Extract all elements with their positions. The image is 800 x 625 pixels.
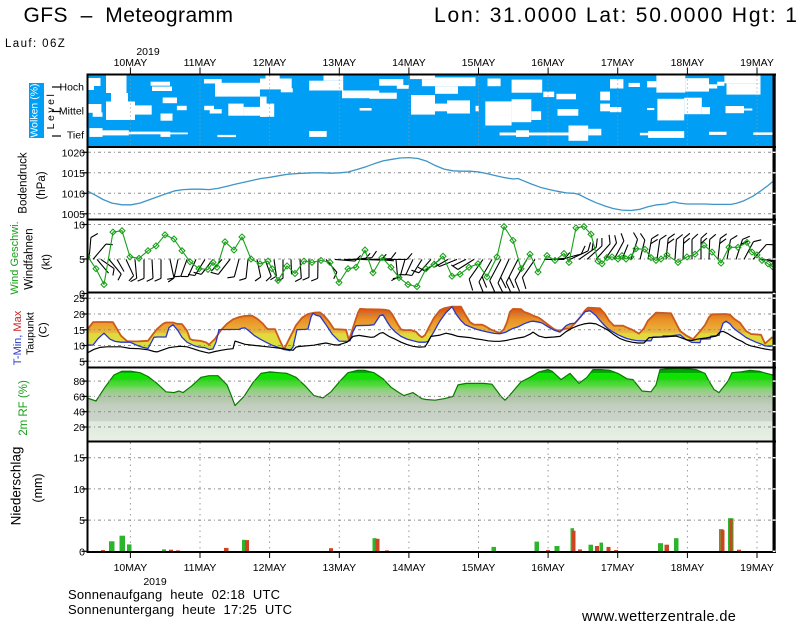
svg-text:80: 80 <box>73 376 85 388</box>
svg-text:Sonnenaufgang heute 02:18 UTC: Sonnenaufgang heute 02:18 UTC <box>68 587 280 602</box>
svg-text:(C): (C) <box>38 322 50 337</box>
svg-text:15MAY: 15MAY <box>462 562 496 574</box>
svg-text:0: 0 <box>79 546 85 558</box>
svg-text:Taupunkt: Taupunkt <box>25 312 37 355</box>
svg-text:(hPa): (hPa) <box>36 171 48 199</box>
svg-text:60: 60 <box>73 391 85 403</box>
svg-text:14MAY: 14MAY <box>392 562 426 574</box>
svg-text:13MAY: 13MAY <box>322 562 356 574</box>
svg-text:15MAY: 15MAY <box>462 57 496 69</box>
svg-text:(kt): (kt) <box>41 254 53 270</box>
svg-text:20: 20 <box>73 309 85 321</box>
svg-text:Wolken (%): Wolken (%) <box>29 83 41 137</box>
svg-text:25: 25 <box>73 293 85 305</box>
svg-text:Windfahnen: Windfahnen <box>24 228 36 289</box>
svg-text:Tief: Tief <box>67 130 84 142</box>
svg-text:GFS – Meteogramm: GFS – Meteogramm <box>24 4 234 27</box>
svg-text:17MAY: 17MAY <box>601 562 635 574</box>
svg-text:1005: 1005 <box>62 209 86 221</box>
svg-text:20: 20 <box>73 422 85 434</box>
svg-text:2019: 2019 <box>143 576 167 588</box>
svg-text:2019: 2019 <box>136 46 160 58</box>
svg-text:10MAY: 10MAY <box>114 562 148 574</box>
svg-text:14MAY: 14MAY <box>392 57 426 69</box>
svg-text:18MAY: 18MAY <box>671 57 705 69</box>
svg-text:1015: 1015 <box>62 168 86 180</box>
svg-text:5: 5 <box>79 356 85 368</box>
svg-text:5: 5 <box>79 515 85 527</box>
svg-text:10: 10 <box>73 220 85 232</box>
svg-text:1010: 1010 <box>62 188 86 200</box>
svg-text:19MAY: 19MAY <box>740 57 774 69</box>
svg-text:Lon: 31.0000 Lat: 50.0000 Hgt:: Lon: 31.0000 Lat: 50.0000 Hgt: 1 <box>434 4 799 27</box>
svg-text:Wind Geschwi.: Wind Geschwi. <box>9 221 21 294</box>
svg-text:15: 15 <box>73 325 85 337</box>
svg-text:11MAY: 11MAY <box>184 562 217 574</box>
svg-text:40: 40 <box>73 407 85 419</box>
svg-text:12MAY: 12MAY <box>253 57 287 69</box>
svg-text:5: 5 <box>79 254 85 266</box>
svg-text:12MAY: 12MAY <box>253 562 287 574</box>
svg-text:Lauf: 06Z: Lauf: 06Z <box>5 38 66 50</box>
svg-text:11MAY: 11MAY <box>184 57 217 69</box>
svg-text:Bodendruck: Bodendruck <box>18 152 30 214</box>
svg-text:15: 15 <box>73 453 85 465</box>
svg-text:10MAY: 10MAY <box>114 57 148 69</box>
svg-text:10: 10 <box>73 341 85 353</box>
svg-text:13MAY: 13MAY <box>322 57 356 69</box>
svg-text:2m RF (%): 2m RF (%) <box>18 380 30 436</box>
svg-text:16MAY: 16MAY <box>531 57 565 69</box>
svg-text:(mm): (mm) <box>31 473 45 502</box>
svg-text:1020: 1020 <box>62 147 86 159</box>
svg-text:10: 10 <box>73 484 85 496</box>
svg-text:19MAY: 19MAY <box>740 562 774 574</box>
svg-text:T-Min, Max: T-Min, Max <box>12 310 24 365</box>
svg-text:0: 0 <box>79 289 85 301</box>
svg-text:Level: Level <box>45 92 57 130</box>
svg-text:Sonnenuntergang heute 17:25 UT: Sonnenuntergang heute 17:25 UTC <box>68 602 292 617</box>
svg-text:16MAY: 16MAY <box>531 562 565 574</box>
svg-text:Mittel: Mittel <box>59 106 84 118</box>
svg-text:18MAY: 18MAY <box>671 562 705 574</box>
svg-text:17MAY: 17MAY <box>601 57 635 69</box>
svg-text:Niederschlag: Niederschlag <box>9 447 24 526</box>
svg-text:www.wetterzentrale.de: www.wetterzentrale.de <box>581 609 736 625</box>
svg-text:Hoch: Hoch <box>59 82 84 94</box>
